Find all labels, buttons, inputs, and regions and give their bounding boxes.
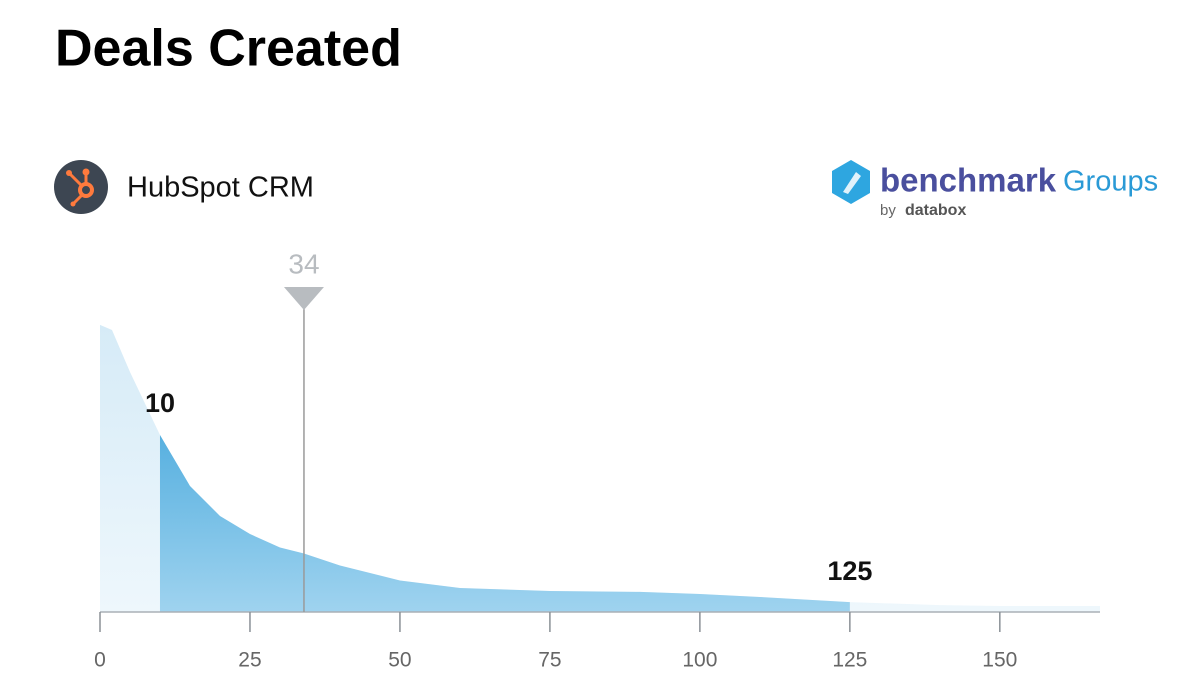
x-tick-label: 150 xyxy=(982,649,1017,672)
range-lower-label: 10 xyxy=(145,388,175,418)
x-tick-label: 25 xyxy=(238,649,261,672)
marker-arrow xyxy=(283,287,324,310)
source-icon xyxy=(54,160,108,214)
logo-company: databox xyxy=(905,202,966,219)
logo-name: benchmark xyxy=(880,162,1057,199)
marker-label: 34 xyxy=(288,248,319,279)
x-tick-label: 100 xyxy=(682,649,717,672)
logo-suffix: Groups xyxy=(1063,166,1158,198)
x-tick-label: 75 xyxy=(538,649,561,672)
logo-icon xyxy=(832,160,870,204)
logo-by: by xyxy=(880,202,896,219)
highlight-area xyxy=(159,435,850,612)
x-tick-label: 125 xyxy=(832,649,867,672)
chart-title: Deals Created xyxy=(55,20,402,78)
x-tick-label: 50 xyxy=(388,649,411,672)
source-name: HubSpot CRM xyxy=(127,172,314,204)
x-tick-label: 0 xyxy=(94,649,106,672)
range-upper-label: 125 xyxy=(827,556,872,586)
